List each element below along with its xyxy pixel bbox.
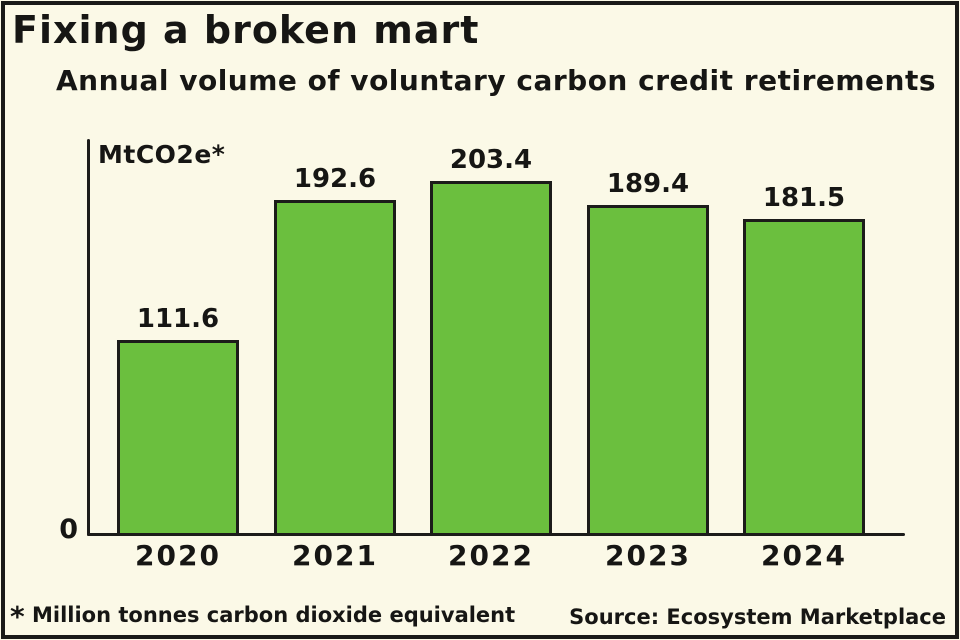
chart-title: Fixing a broken mart bbox=[12, 8, 480, 52]
footnote-text: Million tonnes carbon dioxide equivalent bbox=[31, 603, 516, 627]
bar-2024 bbox=[743, 219, 865, 533]
origin-tick-label: 0 bbox=[59, 514, 78, 545]
bar-2021 bbox=[274, 200, 396, 533]
x-tick-label-2022: 2022 bbox=[448, 539, 534, 572]
bar-value-label-2020: 111.6 bbox=[136, 304, 220, 334]
bar-value-label-2024: 181.5 bbox=[762, 183, 846, 213]
x-tick-label-2020: 2020 bbox=[135, 539, 221, 572]
x-tick-label-2021: 2021 bbox=[292, 539, 378, 572]
y-axis-unit-label: MtCO2e* bbox=[98, 140, 226, 169]
bar-value-label-2021: 192.6 bbox=[293, 164, 377, 194]
x-tick-label-2023: 2023 bbox=[605, 539, 691, 572]
bar-2022 bbox=[430, 181, 552, 533]
x-axis-line bbox=[87, 533, 905, 536]
y-axis-line bbox=[87, 139, 90, 536]
footnote-asterisk-icon: * bbox=[10, 600, 25, 633]
x-tick-label-2024: 2024 bbox=[761, 539, 847, 572]
bar-2023 bbox=[587, 205, 709, 533]
source-credit: Source: Ecosystem Marketplace bbox=[569, 605, 946, 629]
chart-subtitle: Annual volume of voluntary carbon credit… bbox=[56, 64, 937, 97]
bar-2020 bbox=[117, 340, 239, 533]
bar-value-label-2023: 189.4 bbox=[606, 169, 690, 199]
bar-value-label-2022: 203.4 bbox=[449, 145, 533, 175]
footnote: * Million tonnes carbon dioxide equivale… bbox=[10, 603, 516, 631]
